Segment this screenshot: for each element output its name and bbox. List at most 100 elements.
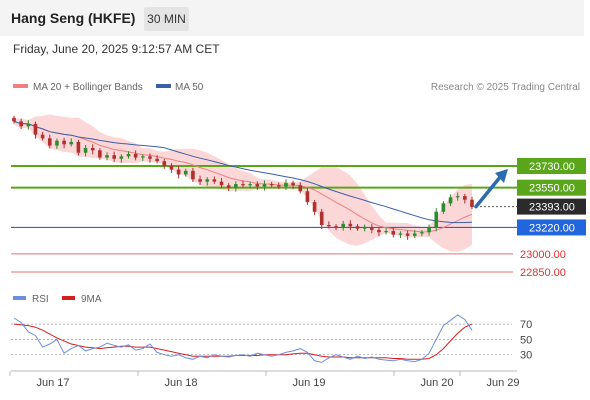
ma20-legend-swatch bbox=[13, 84, 28, 88]
candle-body bbox=[155, 158, 159, 162]
candle-body bbox=[219, 181, 224, 186]
candle-body bbox=[362, 227, 367, 229]
resistance-label-box bbox=[517, 179, 586, 196]
ma50-legend-label: MA 50 bbox=[175, 82, 204, 93]
candle-body bbox=[33, 123, 38, 135]
resistance-label-box bbox=[517, 158, 586, 174]
forecast-arrow-head bbox=[495, 169, 508, 183]
rsi-legend-label: RSI bbox=[32, 294, 49, 305]
candle-body bbox=[370, 227, 374, 230]
candle-body bbox=[126, 153, 131, 157]
candle-body bbox=[198, 179, 202, 182]
candle-body bbox=[463, 196, 467, 200]
candle-body bbox=[12, 117, 16, 122]
current-price-label-box bbox=[517, 198, 586, 215]
x-tick-label: Jun 18 bbox=[164, 377, 197, 389]
candle-body bbox=[90, 147, 95, 151]
candle-body bbox=[62, 140, 66, 145]
price-levels bbox=[11, 165, 517, 273]
candle-body bbox=[312, 202, 317, 212]
candle-body bbox=[148, 156, 152, 159]
x-tick-label: Jun 17 bbox=[36, 377, 69, 389]
candle-body bbox=[470, 199, 474, 207]
candle-body bbox=[398, 233, 403, 235]
candle-body bbox=[348, 223, 353, 227]
candle-body bbox=[276, 185, 281, 187]
candle-body bbox=[377, 229, 381, 233]
header-bar bbox=[0, 0, 584, 36]
candle-body bbox=[98, 150, 102, 158]
rsi-panel: 70 50 30 bbox=[11, 314, 532, 363]
candle-body bbox=[112, 155, 116, 159]
rsi-line bbox=[13, 314, 473, 363]
candle-body bbox=[298, 185, 303, 192]
ma9-legend-label: 9MA bbox=[81, 294, 102, 305]
candle-body bbox=[205, 179, 210, 182]
candle-body bbox=[162, 161, 167, 166]
candlesticks bbox=[12, 115, 474, 240]
candle-body bbox=[133, 153, 138, 158]
x-tick-label: Jun 29 bbox=[486, 377, 519, 389]
timeframe-button[interactable] bbox=[144, 7, 189, 31]
current-price-label: 23393.00 bbox=[529, 202, 575, 214]
rsi-tick-label: 50 bbox=[520, 334, 532, 346]
candle-body bbox=[191, 170, 195, 180]
candle-body bbox=[434, 211, 439, 228]
candle-body bbox=[355, 226, 360, 229]
candle-body bbox=[255, 184, 260, 187]
candle-body bbox=[241, 184, 245, 186]
ma50-line bbox=[13, 120, 473, 224]
candle-body bbox=[334, 226, 338, 228]
candle-body bbox=[19, 121, 23, 127]
candle-body bbox=[83, 147, 88, 153]
chart-title: Hang Seng (HKFE) bbox=[11, 10, 135, 26]
candle-body bbox=[412, 233, 417, 236]
timestamp: Friday, June 20, 2025 9:12:57 AM CET bbox=[13, 42, 220, 56]
candle-body bbox=[405, 233, 410, 236]
candle-body bbox=[183, 170, 188, 175]
candle-body bbox=[234, 184, 238, 188]
resistance-label: 23550.00 bbox=[529, 183, 575, 195]
candle-body bbox=[176, 169, 181, 175]
candle-body bbox=[212, 179, 217, 182]
candle-body bbox=[269, 184, 274, 186]
candle-body bbox=[291, 182, 295, 186]
candle-body bbox=[305, 191, 310, 203]
candle-body bbox=[105, 155, 109, 158]
x-tick-label: Jun 20 bbox=[420, 377, 453, 389]
candle-body bbox=[262, 184, 267, 187]
candle-body bbox=[40, 134, 45, 139]
price-level-labels: 23730.00 23550.00 23393.00 23220.00 23000.00… bbox=[517, 158, 586, 279]
candle-body bbox=[391, 231, 396, 235]
credit-text: Research © 2025 Trading Central bbox=[431, 82, 580, 93]
forecast-arrow bbox=[474, 169, 508, 209]
candle-body bbox=[169, 166, 174, 170]
candle-body bbox=[448, 197, 453, 204]
candle-body bbox=[248, 184, 252, 186]
candle-body bbox=[441, 203, 446, 212]
rsi-legend-swatch bbox=[13, 296, 26, 300]
forecast-arrow-shaft bbox=[474, 174, 503, 209]
candle-body bbox=[384, 231, 388, 233]
candle-body bbox=[341, 223, 345, 228]
candle-body bbox=[119, 156, 124, 159]
candle-body bbox=[327, 225, 331, 227]
candle-body bbox=[319, 211, 324, 226]
x-axis: Jun 17 Jun 18 Jun 19 Jun 20 Jun 29 bbox=[9, 371, 520, 389]
candle-body bbox=[455, 196, 460, 198]
support-label: 23220.00 bbox=[529, 222, 575, 234]
rsi-tick-label: 30 bbox=[520, 350, 532, 362]
ma9-legend-swatch bbox=[62, 296, 75, 300]
ma9-line bbox=[13, 323, 473, 360]
x-tick-label: Jun 19 bbox=[292, 377, 325, 389]
ma50-legend-swatch bbox=[156, 84, 171, 88]
candle-body bbox=[141, 156, 145, 158]
candle-body bbox=[284, 182, 288, 187]
candle-body bbox=[76, 141, 81, 153]
candle-body bbox=[69, 141, 74, 145]
candle-body bbox=[420, 232, 424, 234]
timeframe-label: 30 MIN bbox=[147, 12, 186, 26]
candle-body bbox=[47, 138, 52, 146]
